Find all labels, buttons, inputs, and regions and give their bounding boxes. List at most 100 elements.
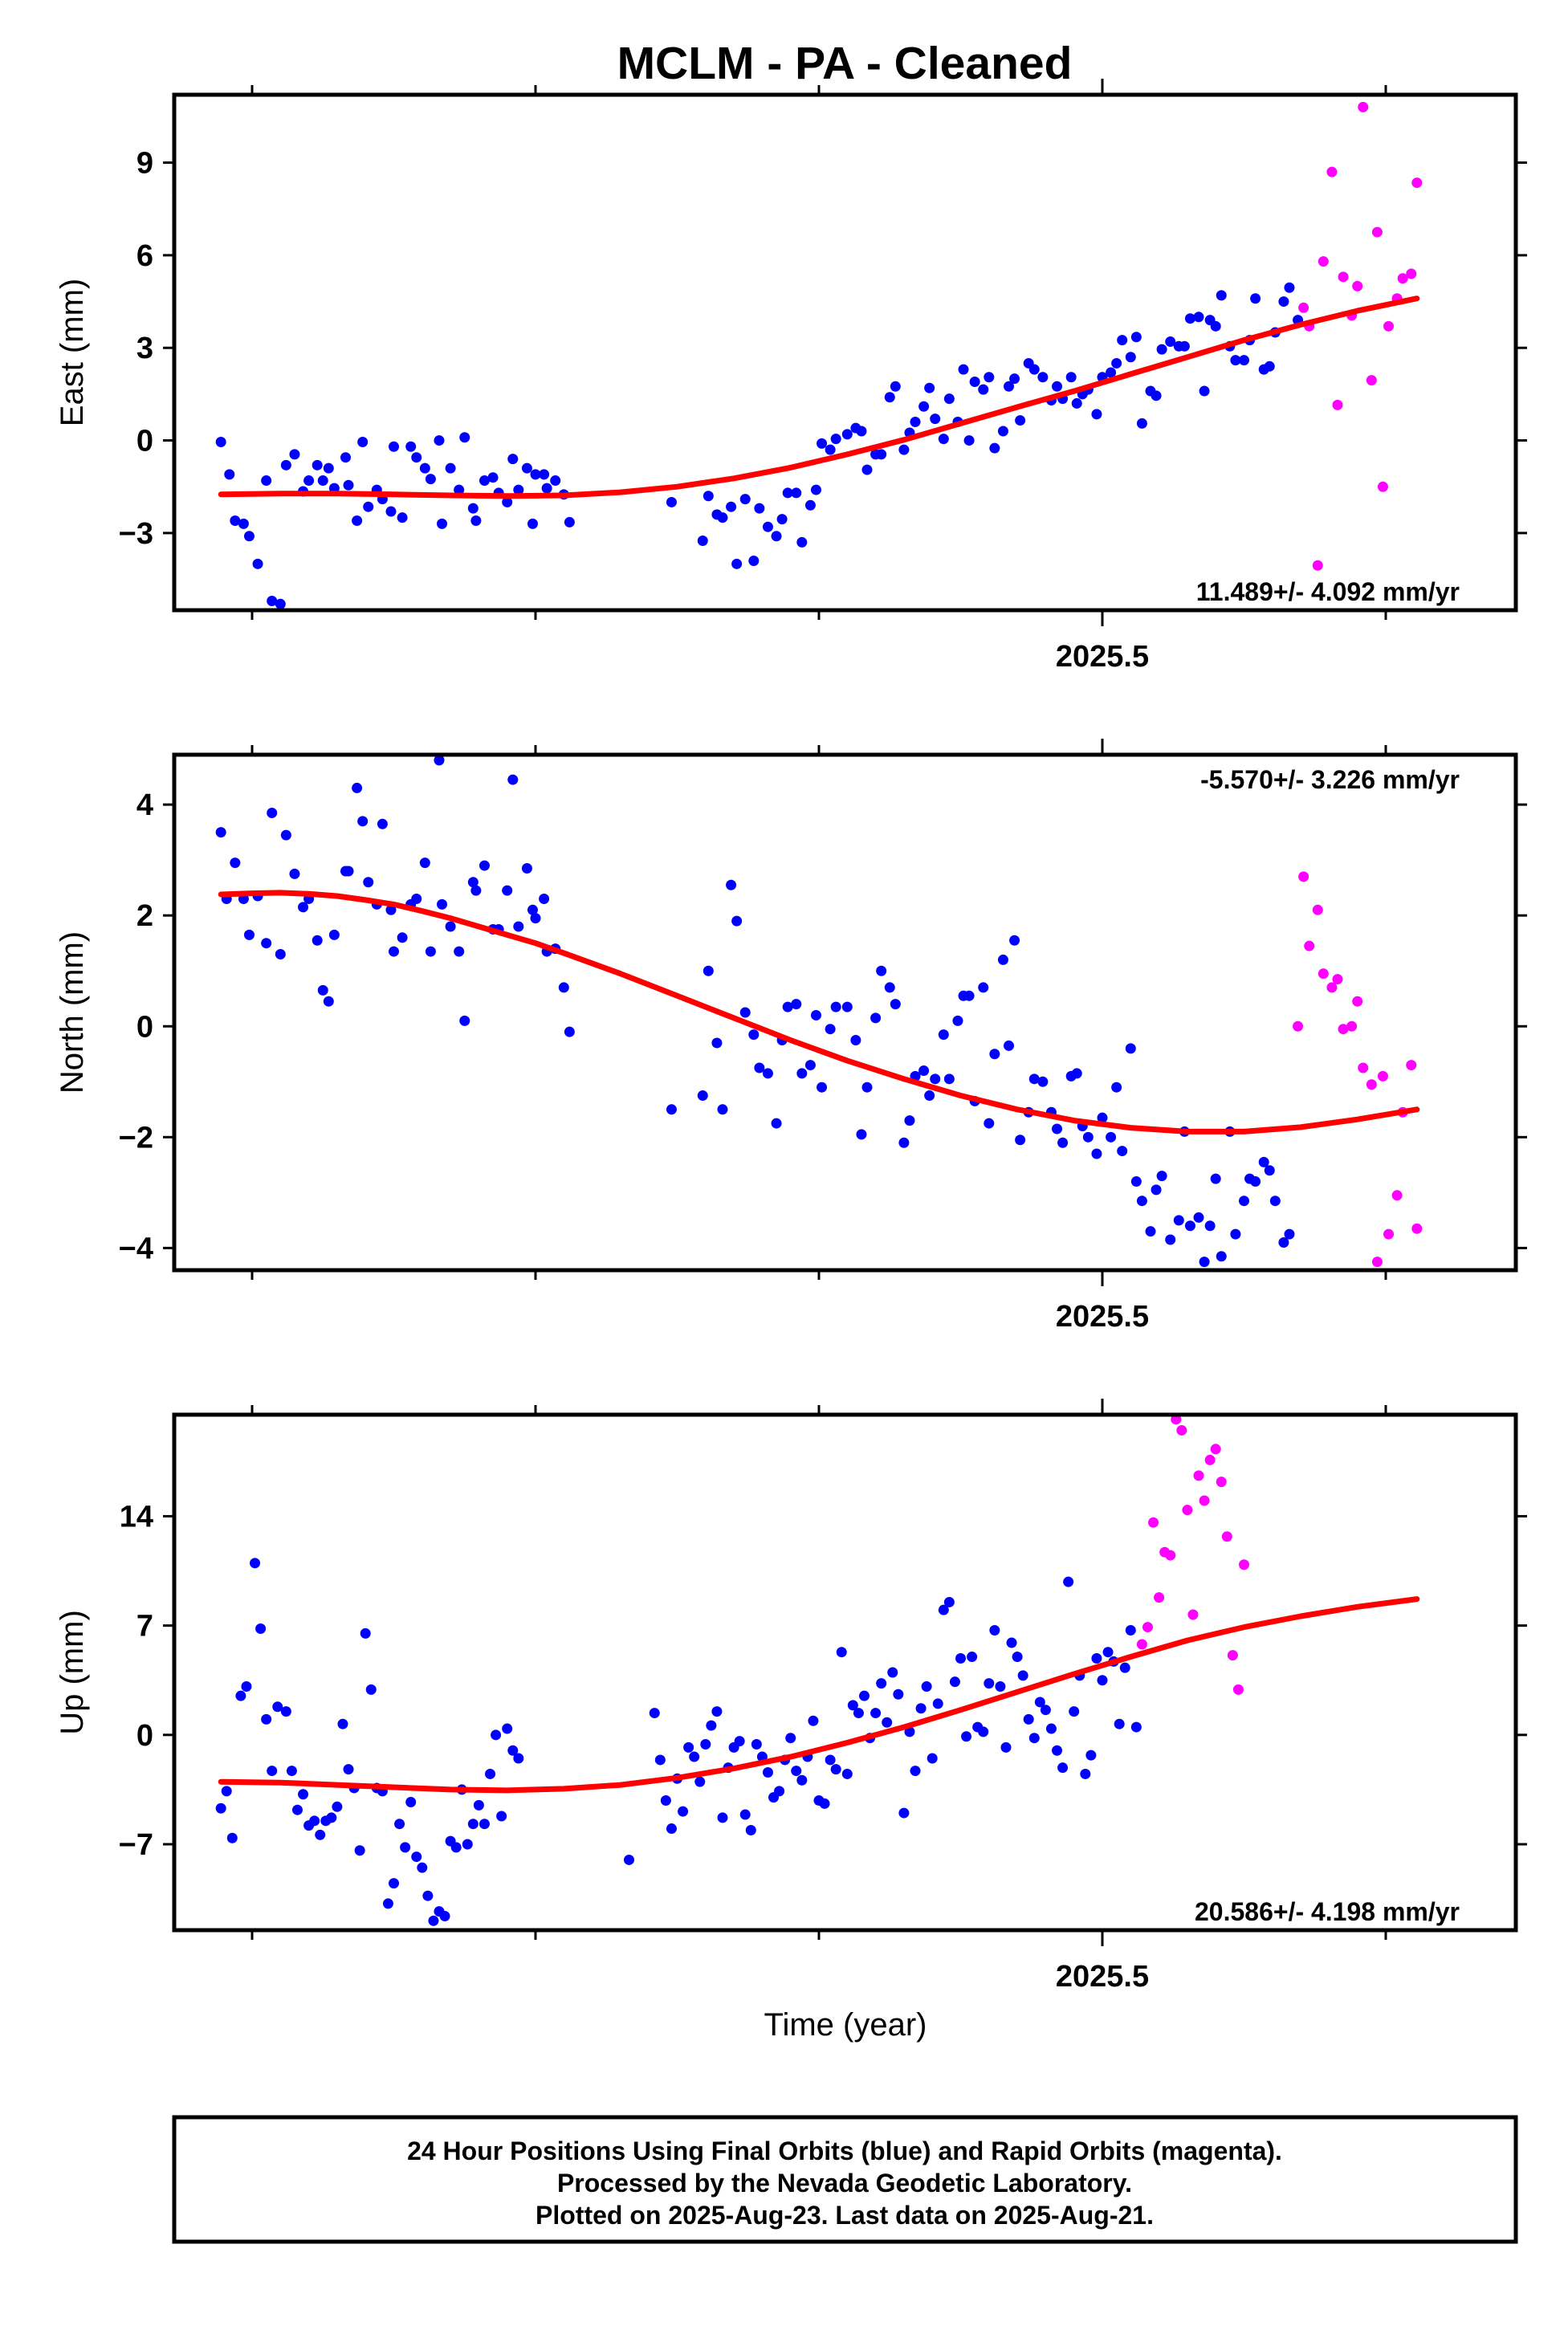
final-orbit-point: [1210, 320, 1221, 332]
final-orbit-point: [1269, 1196, 1281, 1207]
panel-frame: [172, 92, 1518, 613]
final-orbit-point: [1057, 1137, 1069, 1148]
panel-frame: [172, 752, 1518, 1273]
final-orbit-point: [1023, 1713, 1034, 1725]
final-orbit-point: [924, 1090, 935, 1102]
final-orbit-point: [357, 436, 369, 447]
final-orbit-point: [243, 531, 255, 542]
final-orbit-point: [357, 816, 369, 827]
final-orbit-point: [876, 965, 887, 976]
final-orbit-point: [1117, 335, 1128, 346]
rapid-orbit-point: [1391, 1190, 1403, 1201]
final-orbit-point: [1015, 415, 1026, 426]
final-orbit-point: [890, 999, 901, 1010]
rapid-orbit-point: [1332, 399, 1343, 410]
final-orbit-point: [315, 1829, 326, 1840]
final-orbit-point: [1130, 332, 1142, 343]
final-orbit-point: [397, 512, 408, 523]
final-orbit-point: [363, 877, 374, 888]
rapid-orbit-point: [1383, 1228, 1395, 1240]
final-orbit-point: [893, 1688, 904, 1700]
final-orbit-point: [654, 1754, 666, 1766]
y-tick-label: 3: [136, 332, 153, 365]
final-orbit-point: [352, 515, 363, 527]
final-orbit-point: [762, 521, 773, 532]
final-orbit-point: [1069, 1706, 1080, 1717]
final-orbit-point: [943, 393, 955, 405]
final-orbit-point: [739, 1007, 751, 1018]
final-orbit-point: [876, 1678, 887, 1689]
final-orbit-point: [250, 1558, 261, 1569]
final-orbit-point: [711, 1037, 723, 1049]
final-orbit-point: [352, 782, 363, 793]
final-orbit-point: [1239, 1196, 1249, 1207]
final-orbit-point: [507, 774, 519, 785]
final-orbit-point: [910, 1766, 921, 1777]
final-orbit-point: [623, 1854, 634, 1865]
final-orbit-point: [1216, 1251, 1227, 1262]
final-orbit-point: [1009, 373, 1020, 385]
final-orbit-point: [539, 893, 550, 904]
final-orbit-point: [997, 426, 1008, 437]
final-orbit-point: [898, 1807, 910, 1819]
final-orbit-point: [1052, 1745, 1063, 1756]
final-orbit-point: [810, 1009, 821, 1020]
final-orbit-point: [751, 1738, 762, 1750]
final-orbit-point: [700, 1738, 711, 1750]
final-orbit-point: [841, 1001, 853, 1012]
final-orbit-point: [1057, 1762, 1069, 1774]
final-orbit-point: [1216, 290, 1227, 301]
final-orbit-point: [502, 885, 513, 896]
footer-line-1: 24 Hour Positions Using Final Orbits (bl…: [407, 2137, 1282, 2165]
final-orbit-point: [762, 1068, 773, 1079]
final-orbit-point: [890, 381, 901, 392]
final-orbit-point: [1063, 1576, 1074, 1587]
final-orbit-point: [272, 1701, 283, 1713]
final-orbit-point: [527, 904, 538, 915]
final-orbit-point: [230, 515, 241, 527]
final-orbit-point: [1193, 312, 1204, 323]
final-orbit-point: [459, 432, 470, 443]
final-orbit-point: [938, 1604, 949, 1615]
final-orbit-point: [1006, 1637, 1017, 1648]
final-orbit-point: [1136, 1196, 1147, 1207]
final-orbit-point: [230, 857, 241, 869]
final-orbit-point: [226, 1832, 238, 1843]
trend-fit-line: [218, 890, 1420, 1134]
rapid-orbit-point: [1358, 101, 1369, 112]
final-orbit-point: [1264, 1165, 1275, 1176]
final-orbit-point: [411, 893, 422, 904]
final-orbit-point: [437, 898, 448, 910]
final-orbit-point: [841, 1768, 853, 1779]
final-orbit-point: [439, 1910, 450, 1921]
rapid-orbit-point: [1352, 280, 1363, 291]
final-orbit-point: [286, 1766, 297, 1777]
north-panel: −4 −2 0 2 4 2025.5 -5.570+/- 3.226 mm/yr North …: [55, 739, 1527, 1334]
final-orbit-point: [876, 449, 887, 460]
final-orbit-point: [417, 1862, 428, 1873]
final-orbit-point: [252, 558, 263, 569]
final-orbit-point: [419, 462, 430, 474]
final-orbit-point: [1117, 1146, 1128, 1157]
final-orbit-point: [910, 416, 921, 427]
rapid-orbit-point: [1232, 1684, 1244, 1695]
final-orbit-point: [967, 1652, 978, 1663]
y-tick-label: −2: [119, 1121, 153, 1155]
final-orbit-point: [955, 1652, 966, 1664]
final-orbit-point: [1028, 1733, 1040, 1744]
final-orbit-point: [649, 1708, 660, 1719]
final-orbit-point: [776, 514, 788, 525]
final-orbit-point: [984, 372, 995, 383]
final-orbit-point: [858, 1690, 870, 1701]
rapid-orbit-point: [1377, 1070, 1388, 1081]
final-orbit-point: [1091, 409, 1102, 420]
rapid-orbit-point: [1332, 974, 1343, 985]
final-orbit-point: [856, 1129, 867, 1140]
final-orbit-point: [467, 1819, 479, 1830]
rapid-orbit-point: [1176, 1424, 1187, 1436]
final-orbit-point: [507, 454, 519, 465]
final-orbit-point: [762, 1767, 773, 1778]
final-orbit-point: [1111, 1081, 1122, 1093]
final-orbit-point: [428, 1915, 439, 1926]
final-orbit-point: [564, 1026, 575, 1037]
